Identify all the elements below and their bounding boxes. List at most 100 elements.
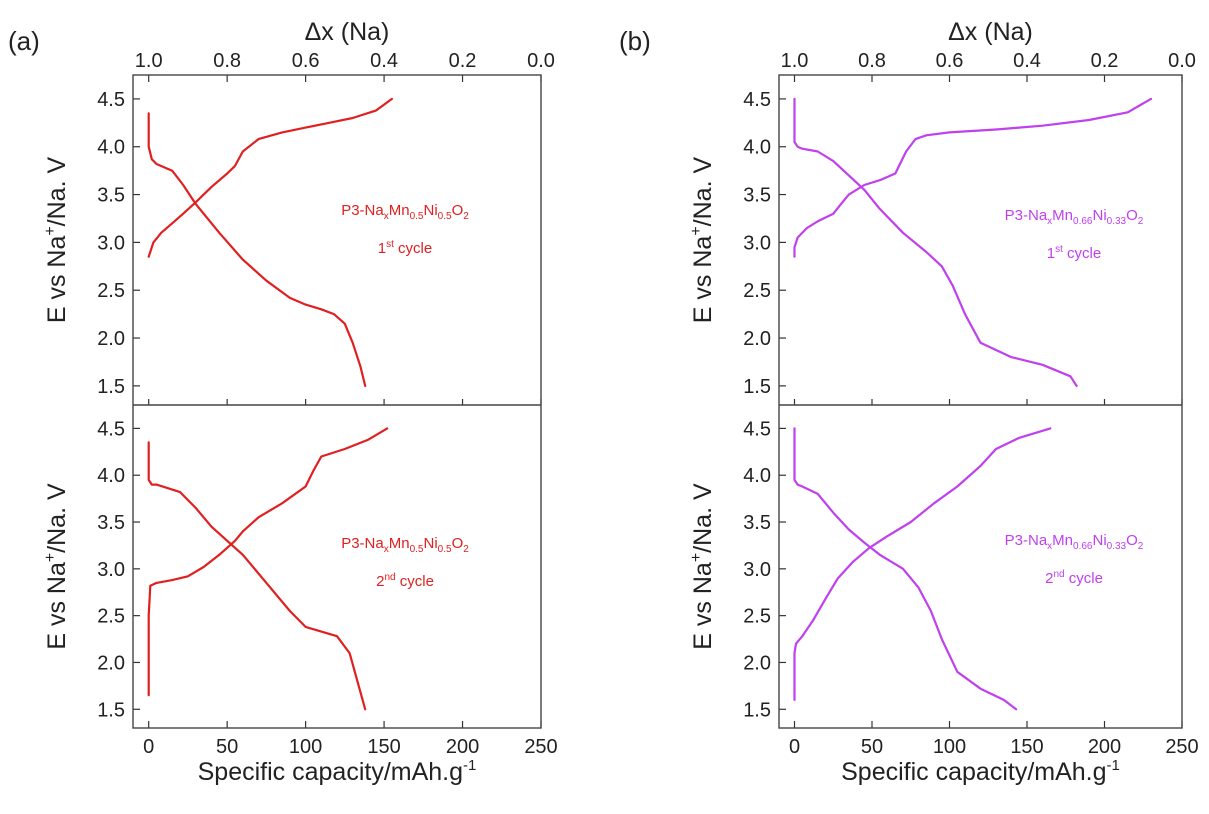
panel-label: (b) [619, 26, 651, 56]
top-tick-label: 0.8 [213, 50, 241, 72]
y-axis-title-post: /Na. V [43, 157, 71, 227]
cycle-sup: nd [1053, 569, 1064, 580]
cycle-sup: st [386, 239, 394, 250]
compound-o: O [1126, 207, 1138, 224]
top-tick-label: 0.6 [936, 50, 964, 72]
y-tick-label: 3.0 [97, 559, 125, 581]
x-axis-title: Specific capacity/mAh.g-1 [198, 757, 477, 786]
x-axis-title-main: Specific capacity/mAh.g [198, 758, 463, 786]
cycle-label: 2nd cycle [1045, 569, 1103, 587]
y-tick-label: 2.5 [743, 606, 771, 628]
compound-prefix: P3-Na [1005, 207, 1048, 224]
y-tick-label: 2.0 [97, 652, 125, 674]
compound-x-sub: x [1047, 541, 1052, 552]
compound-prefix: P3-Na [341, 202, 384, 219]
compound-o: O [452, 535, 464, 552]
top-tick-label: 0.6 [292, 50, 320, 72]
top-tick-label: 0.4 [1013, 50, 1041, 72]
compound-ni: Ni [423, 535, 437, 552]
compound-x-sub: x [384, 211, 389, 222]
series-charge-line [793, 427, 1052, 701]
cycle-label: 2nd cycle [376, 572, 434, 590]
y-tick-label: 2.5 [97, 280, 125, 302]
compound-ni-sub: 0.33 [1107, 541, 1127, 552]
cycle-word: cycle [396, 573, 434, 590]
top-tick-label: 1.0 [135, 50, 163, 72]
compound-prefix: P3-Na [341, 535, 384, 552]
compound-ni: Ni [1092, 532, 1106, 549]
panel-b: (b) Δx (Na) 1.0 0.8 0.6 0.4 0.2 0.0 0 50 100 150 200… [619, 18, 1199, 786]
y-axis-title-sup: + [42, 553, 59, 562]
x-tick-label: 100 [933, 736, 966, 758]
y-tick-label: 2.5 [97, 606, 125, 628]
top-tick-label: 0.2 [449, 50, 477, 72]
x-tick-label: 150 [1010, 736, 1043, 758]
compound-o-sub: 2 [463, 544, 469, 555]
top-tick-label: 0.0 [527, 50, 555, 72]
compound-mn-sub: 0.66 [1073, 216, 1093, 227]
y-axis-title-pre: E vs Na [43, 562, 71, 650]
y-axis-title-sup: + [42, 226, 59, 235]
top-tick-label: 0.2 [1091, 50, 1119, 72]
compound-label: P3-NaxMn0.5Ni0.5O2 [341, 202, 469, 222]
top-tick-label: 0.8 [858, 50, 886, 72]
compound-o: O [1126, 532, 1138, 549]
cycle-num: 1 [378, 240, 386, 257]
compound-ni: Ni [423, 202, 437, 219]
x-tick-label: 0 [143, 736, 154, 758]
compound-mn: Mn [1052, 532, 1073, 549]
cycle-sup: nd [384, 572, 395, 583]
y-tick-label: 2.0 [743, 328, 771, 350]
compound-ni: Ni [1092, 207, 1106, 224]
compound-mn-sub: 0.5 [410, 211, 424, 222]
compound-x-sub: x [384, 544, 389, 555]
compound-ni-sub: 0.5 [438, 544, 452, 555]
x-tick-label: 100 [289, 736, 322, 758]
y-tick-label: 4.0 [743, 465, 771, 487]
x-axis-title-sup: -1 [1107, 757, 1120, 774]
compound-mn: Mn [389, 202, 410, 219]
series-discharge-line [793, 427, 1018, 711]
x-tick-label: 150 [367, 736, 400, 758]
top-tick-label: 0.4 [370, 50, 398, 72]
y-tick-label: 3.5 [97, 185, 125, 207]
y-axis-title-pre: E vs Na [689, 236, 717, 324]
compound-x-sub: x [1047, 216, 1052, 227]
x-tick-label: 200 [1088, 736, 1121, 758]
series-discharge-line [147, 441, 367, 711]
compound-ni-sub: 0.5 [438, 211, 452, 222]
y-tick-label: 2.5 [743, 280, 771, 302]
x-tick-label: 250 [524, 736, 557, 758]
top-axis-title: Δx (Na) [305, 18, 390, 46]
y-axis-title-post: /Na. V [689, 157, 717, 227]
series-discharge-line [147, 112, 367, 387]
subplot-1: 1.5 2.0 2.5 3.0 3.5 4.0 4.5 E vs Na+/Na. V P3-Na… [42, 89, 469, 398]
compound-label: P3-NaxMn0.5Ni0.5O2 [341, 535, 469, 555]
y-tick-label: 1.5 [743, 376, 771, 398]
cycle-label: 1st cycle [1047, 244, 1101, 262]
y-axis-title-post: /Na. V [689, 483, 717, 553]
subplot-2: 1.5 2.0 2.5 3.0 3.5 4.0 4.5 E vs Na+/Na. V P3-Na… [688, 418, 1144, 721]
y-tick-label: 4.0 [97, 465, 125, 487]
compound-prefix: P3-Na [1005, 532, 1048, 549]
x-axis-title-sup: -1 [463, 757, 476, 774]
panel-label: (a) [8, 26, 40, 56]
cycle-num: 2 [376, 573, 384, 590]
x-tick-label: 250 [1165, 736, 1198, 758]
compound-mn: Mn [1052, 207, 1073, 224]
x-axis-title: Specific capacity/mAh.g-1 [841, 757, 1120, 786]
panel-a: (a) Δx (Na) 1.0 0.8 0.6 0.4 0.2 0.0 0 50 100 150 200… [8, 18, 558, 786]
x-tick-label: 50 [861, 736, 883, 758]
subplot-1: 1.5 2.0 2.5 3.0 3.5 4.0 4.5 E vs Na+/Na. V P3-Na… [688, 89, 1153, 398]
series-charge-line [147, 97, 393, 258]
top-tick-label: 1.0 [781, 50, 809, 72]
compound-o-sub: 2 [1138, 216, 1144, 227]
subplot-2: 1.5 2.0 2.5 3.0 3.5 4.0 4.5 E vs Na+/Na. V P3-Na… [42, 418, 469, 721]
y-axis-title-sup: + [688, 226, 705, 235]
compound-ni-sub: 0.33 [1107, 216, 1127, 227]
y-axis-title: E vs Na+/Na. V [42, 483, 71, 650]
compound-label: P3-NaxMn0.66Ni0.33O2 [1005, 532, 1144, 552]
y-tick-label: 3.0 [743, 559, 771, 581]
compound-mn-sub: 0.66 [1073, 541, 1093, 552]
